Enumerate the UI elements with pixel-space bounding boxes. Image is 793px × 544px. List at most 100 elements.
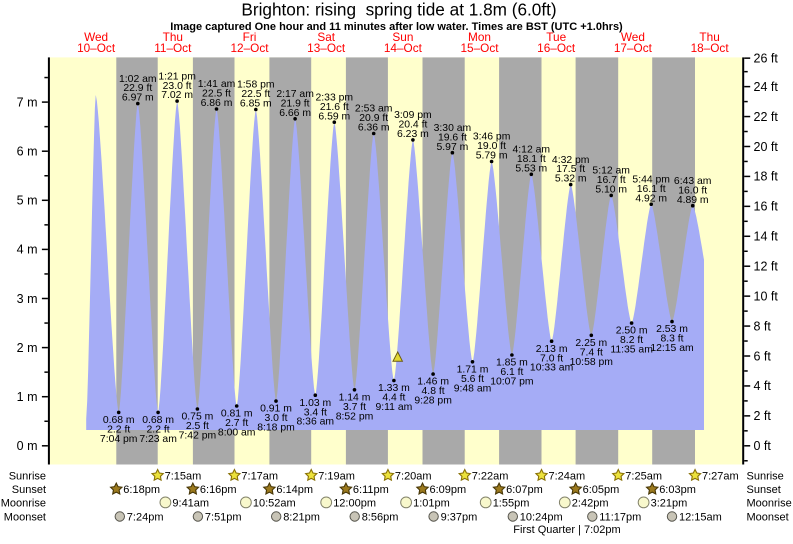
svg-text:5 m: 5 m	[17, 194, 38, 208]
svg-text:2 ft: 2 ft	[754, 409, 772, 423]
svg-text:20 ft: 20 ft	[754, 140, 779, 154]
svg-text:7:24am: 7:24am	[549, 470, 586, 482]
svg-text:6 ft: 6 ft	[754, 349, 772, 363]
svg-text:0.68 m: 0.68 m	[142, 415, 174, 426]
svg-text:1:58 pm: 1:58 pm	[237, 80, 275, 91]
svg-text:3:09 pm: 3:09 pm	[394, 110, 432, 121]
svg-text:16–Oct: 16–Oct	[537, 41, 576, 55]
svg-text:1.33 m: 1.33 m	[378, 383, 410, 394]
svg-text:17–Oct: 17–Oct	[614, 41, 653, 55]
svg-text:6:16pm: 6:16pm	[200, 484, 237, 496]
svg-text:2.53 m: 2.53 m	[656, 324, 688, 335]
svg-text:18–Oct: 18–Oct	[691, 41, 730, 55]
svg-text:7:20am: 7:20am	[395, 470, 432, 482]
svg-text:1:41 am: 1:41 am	[198, 79, 236, 90]
svg-text:12 ft: 12 ft	[754, 260, 779, 274]
svg-text:4:12 am: 4:12 am	[513, 145, 551, 156]
svg-text:6:03pm: 6:03pm	[659, 484, 696, 496]
svg-text:8:36 am: 8:36 am	[297, 417, 335, 428]
svg-text:6.59 m: 6.59 m	[318, 111, 350, 122]
svg-text:14–Oct: 14–Oct	[384, 41, 423, 55]
svg-text:2.50 m: 2.50 m	[616, 326, 648, 337]
svg-text:2.5 ft: 2.5 ft	[186, 421, 209, 432]
svg-text:Moonrise: Moonrise	[747, 497, 792, 509]
svg-text:10–Oct: 10–Oct	[77, 41, 116, 55]
svg-text:22.9 ft: 22.9 ft	[123, 83, 152, 94]
svg-text:0 ft: 0 ft	[754, 439, 772, 453]
svg-text:4.92 m: 4.92 m	[635, 193, 667, 204]
svg-text:1 m: 1 m	[17, 390, 38, 404]
svg-text:3:30 am: 3:30 am	[434, 123, 472, 134]
svg-text:10:33 am: 10:33 am	[530, 363, 573, 374]
svg-text:13–Oct: 13–Oct	[307, 41, 346, 55]
svg-text:14 ft: 14 ft	[754, 230, 779, 244]
svg-text:Wed: Wed	[84, 30, 108, 44]
svg-text:2:42pm: 2:42pm	[572, 497, 609, 509]
svg-text:8:56pm: 8:56pm	[362, 512, 399, 524]
svg-text:2.2 ft: 2.2 ft	[107, 425, 130, 436]
svg-text:7:42 pm: 7:42 pm	[179, 431, 217, 442]
svg-text:12–Oct: 12–Oct	[230, 41, 269, 55]
svg-text:7.02 m: 7.02 m	[161, 90, 193, 101]
svg-text:17.5 ft: 17.5 ft	[556, 164, 585, 175]
svg-text:3.7 ft: 3.7 ft	[343, 402, 366, 413]
svg-text:18.1 ft: 18.1 ft	[517, 154, 546, 165]
svg-text:1:21 pm: 1:21 pm	[158, 71, 196, 82]
svg-text:10 ft: 10 ft	[754, 289, 779, 303]
svg-text:8:52 pm: 8:52 pm	[336, 411, 374, 422]
svg-text:3.4 ft: 3.4 ft	[304, 407, 327, 418]
svg-text:5:12 am: 5:12 am	[592, 166, 630, 177]
svg-text:4:32 pm: 4:32 pm	[552, 155, 590, 166]
svg-text:Sunrise: Sunrise	[747, 470, 784, 482]
svg-text:6:18pm: 6:18pm	[123, 484, 160, 496]
svg-text:12:15am: 12:15am	[679, 512, 722, 524]
svg-text:3:46 pm: 3:46 pm	[473, 132, 511, 143]
svg-text:23.0 ft: 23.0 ft	[163, 81, 192, 92]
svg-text:7:15am: 7:15am	[165, 470, 202, 482]
svg-text:9:41am: 9:41am	[172, 497, 209, 509]
svg-text:6:07pm: 6:07pm	[506, 484, 543, 496]
svg-text:9:37pm: 9:37pm	[441, 512, 478, 524]
svg-text:2.25 m: 2.25 m	[575, 338, 607, 349]
svg-text:Sunrise: Sunrise	[9, 470, 46, 482]
svg-text:11:35 am: 11:35 am	[610, 345, 653, 356]
svg-text:1.14 m: 1.14 m	[339, 392, 371, 403]
svg-text:7:23 am: 7:23 am	[139, 434, 177, 445]
svg-text:6.36 m: 6.36 m	[358, 123, 390, 134]
svg-text:7:25am: 7:25am	[625, 470, 662, 482]
svg-text:3 m: 3 m	[17, 292, 38, 306]
svg-text:1.71 m: 1.71 m	[457, 364, 489, 375]
svg-text:9:48 am: 9:48 am	[454, 383, 492, 394]
svg-text:7:22am: 7:22am	[472, 470, 509, 482]
svg-text:24 ft: 24 ft	[754, 80, 779, 94]
svg-text:Moonset: Moonset	[4, 512, 46, 524]
svg-text:Tue: Tue	[546, 30, 566, 44]
svg-text:19.6 ft: 19.6 ft	[438, 132, 467, 143]
svg-text:22 ft: 22 ft	[754, 110, 779, 124]
svg-text:7 m: 7 m	[17, 95, 38, 109]
svg-text:9:28 pm: 9:28 pm	[414, 396, 452, 407]
svg-text:11:17pm: 11:17pm	[599, 512, 641, 524]
svg-text:Moonset: Moonset	[747, 512, 789, 524]
svg-text:6.66 m: 6.66 m	[279, 108, 311, 119]
svg-text:8 ft: 8 ft	[754, 319, 772, 333]
svg-text:8.3 ft: 8.3 ft	[660, 334, 683, 345]
svg-text:7.4 ft: 7.4 ft	[580, 347, 603, 358]
svg-text:6:09pm: 6:09pm	[430, 484, 467, 496]
svg-text:Fri: Fri	[243, 30, 257, 44]
svg-text:Image captured One hour and 11: Image captured One hour and 11 minutes a…	[170, 21, 623, 33]
svg-text:7:19am: 7:19am	[318, 470, 355, 482]
svg-text:4.4 ft: 4.4 ft	[382, 393, 405, 404]
svg-text:8:18 pm: 8:18 pm	[257, 423, 295, 434]
svg-text:16.7 ft: 16.7 ft	[597, 175, 626, 186]
svg-text:Thu: Thu	[699, 30, 719, 44]
svg-text:Sun: Sun	[392, 30, 413, 44]
svg-text:Sat: Sat	[317, 30, 335, 44]
svg-text:6.97 m: 6.97 m	[122, 93, 154, 104]
svg-text:5:44 pm: 5:44 pm	[632, 174, 670, 185]
svg-text:7:24pm: 7:24pm	[127, 512, 164, 524]
svg-text:22.5 ft: 22.5 ft	[202, 89, 231, 100]
svg-text:9:11 am: 9:11 am	[376, 402, 413, 413]
svg-text:Thu: Thu	[163, 30, 183, 44]
svg-text:2.13 m: 2.13 m	[536, 344, 568, 355]
